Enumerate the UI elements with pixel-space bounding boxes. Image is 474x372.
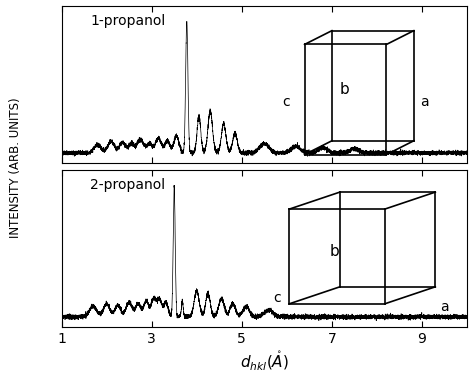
Text: c: c [273, 291, 281, 305]
Text: 2-propanol: 2-propanol [90, 177, 165, 192]
X-axis label: $d_{hkl}(\mathring{A})$: $d_{hkl}(\mathring{A})$ [240, 349, 289, 372]
Text: b: b [329, 244, 339, 259]
Text: a: a [440, 299, 448, 314]
Text: b: b [339, 82, 349, 97]
Text: 1-propanol: 1-propanol [90, 13, 165, 28]
Text: INTENSITY (ARB. UNITS): INTENSITY (ARB. UNITS) [9, 97, 22, 238]
Text: c: c [283, 95, 290, 109]
Text: a: a [420, 95, 428, 109]
